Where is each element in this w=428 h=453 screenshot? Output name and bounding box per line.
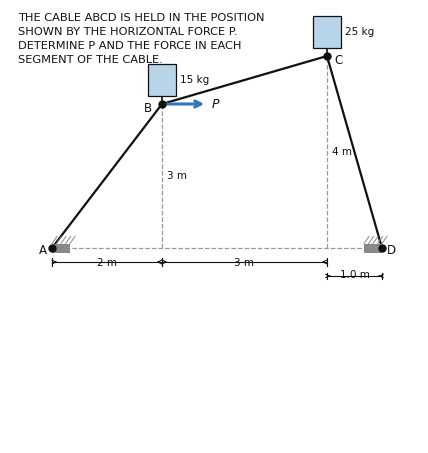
Bar [313,16,341,48]
Text: C: C [334,54,342,67]
Bar [52,244,70,252]
Text: 3 m: 3 m [167,171,187,181]
Text: SEGMENT OF THE CABLE.: SEGMENT OF THE CABLE. [18,55,163,65]
Bar [148,64,176,96]
Text: A: A [39,244,47,256]
Text: 2 m: 2 m [97,258,117,268]
Text: 25 kg: 25 kg [345,27,374,37]
Text: SHOWN BY THE HORIZONTAL FORCE P.: SHOWN BY THE HORIZONTAL FORCE P. [18,27,238,37]
Text: B: B [144,102,152,115]
Text: 4 m: 4 m [332,147,352,157]
Bar [364,244,382,252]
Text: D: D [387,244,396,256]
Text: 1.0 m: 1.0 m [339,270,369,280]
Text: 3 m: 3 m [235,258,255,268]
Text: 15 kg: 15 kg [180,75,209,85]
Text: DETERMINE P AND THE FORCE IN EACH: DETERMINE P AND THE FORCE IN EACH [18,41,241,51]
Text: THE CABLE ABCD IS HELD IN THE POSITION: THE CABLE ABCD IS HELD IN THE POSITION [18,13,265,23]
Text: P: P [212,97,220,111]
